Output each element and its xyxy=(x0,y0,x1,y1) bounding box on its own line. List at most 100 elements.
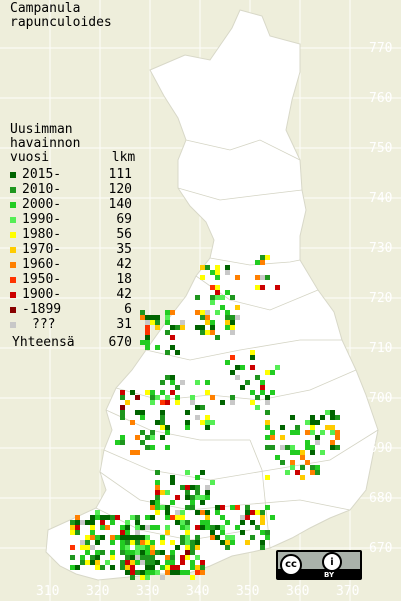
observation-square xyxy=(305,440,310,445)
observation-square xyxy=(185,410,190,415)
observation-square xyxy=(195,565,200,570)
observation-square xyxy=(130,450,135,455)
observation-square xyxy=(320,450,325,455)
observation-square xyxy=(290,465,295,470)
observation-square xyxy=(165,490,170,495)
observation-square xyxy=(135,570,140,575)
observation-square xyxy=(230,325,235,330)
observation-square xyxy=(260,285,265,290)
observation-square xyxy=(160,540,165,545)
observation-square xyxy=(170,565,175,570)
observation-square xyxy=(170,500,175,505)
legend-label: 2015- xyxy=(22,167,62,182)
observation-square xyxy=(170,515,175,520)
y-tick-label: 670 xyxy=(369,541,393,556)
legend-count: 6 xyxy=(124,302,132,317)
observation-square xyxy=(140,340,145,345)
observation-square xyxy=(200,420,205,425)
observation-square xyxy=(95,515,100,520)
observation-square xyxy=(230,535,235,540)
observation-square xyxy=(145,330,150,335)
observation-square xyxy=(180,535,185,540)
observation-square xyxy=(200,520,205,525)
observation-square xyxy=(170,310,175,315)
observation-square xyxy=(160,575,165,580)
y-tick-label: 700 xyxy=(369,391,393,406)
observation-square xyxy=(180,560,185,565)
observation-square xyxy=(170,325,175,330)
observation-square xyxy=(185,485,190,490)
observation-square xyxy=(190,550,195,555)
observation-square xyxy=(235,305,240,310)
y-tick-label: 720 xyxy=(369,291,393,306)
observation-square xyxy=(155,500,160,505)
legend-label: 2000- xyxy=(22,197,62,212)
observation-square xyxy=(215,535,220,540)
observation-square xyxy=(120,390,125,395)
observation-square xyxy=(190,485,195,490)
observation-square xyxy=(155,505,160,510)
observation-square xyxy=(205,265,210,270)
observation-square xyxy=(270,370,275,375)
observation-square xyxy=(175,350,180,355)
legend-label: -1899 xyxy=(22,302,62,317)
legend-swatch xyxy=(10,217,16,223)
observation-square xyxy=(265,395,270,400)
observation-square xyxy=(135,435,140,440)
observation-square xyxy=(185,525,190,530)
legend-total-count: 670 xyxy=(108,335,132,350)
observation-square xyxy=(145,565,150,570)
observation-square xyxy=(260,255,265,260)
observation-square xyxy=(265,255,270,260)
observation-square xyxy=(320,415,325,420)
observation-square xyxy=(155,525,160,530)
observation-square xyxy=(180,570,185,575)
observation-square xyxy=(165,570,170,575)
observation-square xyxy=(315,435,320,440)
legend-label: 1900- xyxy=(22,287,62,302)
observation-square xyxy=(270,445,275,450)
observation-square xyxy=(195,380,200,385)
observation-square xyxy=(100,515,105,520)
observation-square xyxy=(105,525,110,530)
observation-square xyxy=(70,525,75,530)
observation-square xyxy=(260,540,265,545)
observation-square xyxy=(170,540,175,545)
observation-square xyxy=(160,380,165,385)
observation-square xyxy=(70,545,75,550)
observation-square xyxy=(155,325,160,330)
observation-square xyxy=(170,570,175,575)
observation-square xyxy=(160,415,165,420)
observation-square xyxy=(165,565,170,570)
observation-square xyxy=(125,565,130,570)
observation-square xyxy=(95,535,100,540)
observation-square xyxy=(215,295,220,300)
observation-square xyxy=(330,410,335,415)
observation-square xyxy=(110,520,115,525)
observation-square xyxy=(195,325,200,330)
y-tick-label: 710 xyxy=(369,341,393,356)
y-tick-label: 750 xyxy=(369,141,393,156)
observation-square xyxy=(175,325,180,330)
legend-label: 1980- xyxy=(22,227,62,242)
observation-square xyxy=(260,515,265,520)
cc-icon: cc xyxy=(280,554,302,576)
legend-count: 42 xyxy=(116,287,132,302)
observation-square xyxy=(185,490,190,495)
observation-square xyxy=(130,560,135,565)
observation-square xyxy=(75,520,80,525)
observation-square xyxy=(180,320,185,325)
observation-square xyxy=(160,490,165,495)
observation-square xyxy=(210,320,215,325)
observation-square xyxy=(155,480,160,485)
observation-square xyxy=(135,520,140,525)
observation-square xyxy=(130,535,135,540)
observation-square xyxy=(125,530,130,535)
observation-square xyxy=(100,550,105,555)
observation-square xyxy=(110,535,115,540)
observation-square xyxy=(230,540,235,545)
observation-square xyxy=(155,570,160,575)
observation-square xyxy=(150,430,155,435)
observation-square xyxy=(260,545,265,550)
observation-square xyxy=(120,545,125,550)
